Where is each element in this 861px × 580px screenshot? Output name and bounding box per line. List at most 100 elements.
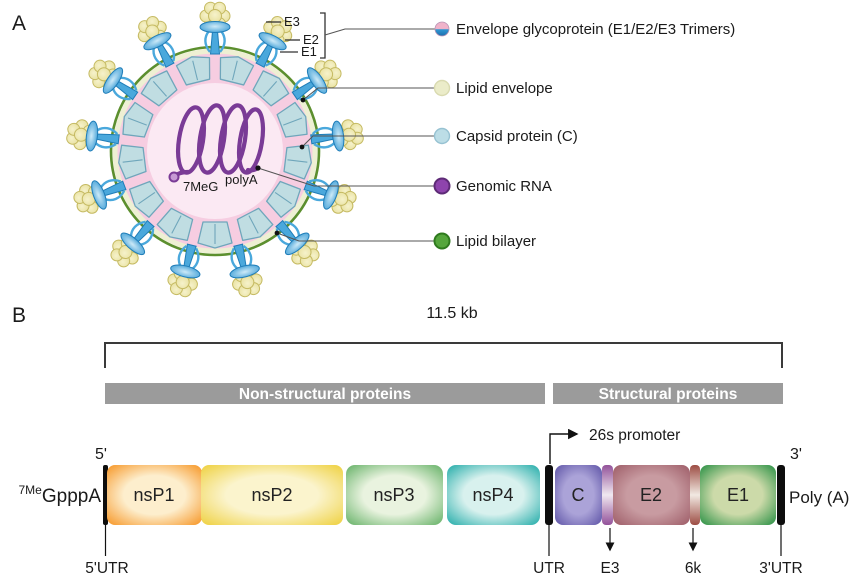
legend-lipid-bilayer-label: Lipid bilayer <box>456 233 536 250</box>
glycoprotein-spike <box>275 219 320 268</box>
gene-box-nsp2 <box>201 465 343 525</box>
genomic-rna-coil <box>175 103 266 177</box>
capsid-block <box>175 56 211 86</box>
glycoprotein-spike <box>303 178 357 214</box>
gene-box-nsp4 <box>447 465 540 525</box>
lipid-bilayer-icon <box>433 232 451 250</box>
glycoprotein-spike <box>88 59 139 101</box>
nsp1-label: nsP1 <box>133 485 174 505</box>
gene-box-e1 <box>700 465 776 525</box>
glycoprotein-spike <box>291 59 342 101</box>
e2-callout-label: E2 <box>303 32 319 47</box>
gene-box-c <box>555 465 602 525</box>
polya-label: Poly (A) <box>789 488 849 507</box>
capsid-block <box>219 56 255 86</box>
spike-callouts <box>266 12 326 59</box>
trimer-bracket <box>320 12 326 59</box>
three-prime-label: 3' <box>790 446 802 463</box>
capsid-block <box>156 207 194 242</box>
promoter-arrow <box>549 428 579 464</box>
glycoprotein-spike <box>229 243 263 298</box>
legend-envelope-glycoprotein-label: Envelope glycoprotein (E1/E2/E3 Trimers) <box>456 21 735 38</box>
legend-leader-lines <box>257 28 435 242</box>
cap-superscript: 7Me <box>19 483 43 497</box>
glycoprotein-spike <box>137 15 176 68</box>
gene-band-6k <box>690 465 700 525</box>
capsid-block <box>140 70 178 107</box>
bottom-ticks <box>104 525 782 556</box>
e2-label: E2 <box>640 485 662 505</box>
nonstructural-bar-label: Non-structural proteins <box>239 386 411 403</box>
label-6k: 6k <box>685 560 702 577</box>
capsid-block <box>128 180 165 218</box>
glycoprotein-spike <box>110 219 155 268</box>
legend: Envelope glycoprotein (E1/E2/E3 Trimers)… <box>433 21 735 250</box>
glycoprotein-spike <box>73 178 127 214</box>
capsid-ring <box>118 56 312 249</box>
gene-band-e3 <box>602 465 613 525</box>
genomic-rna-icon <box>433 177 451 195</box>
capsid-block <box>122 101 154 138</box>
gene-labels: nsP1 nsP2 nsP3 nsP4 C E2 E1 <box>133 485 749 505</box>
rna-polya-label: polyA <box>225 172 258 187</box>
genome-start-bar <box>103 465 108 525</box>
bottom-labels: 5'UTR UTR E3 6k 3'UTR <box>85 560 802 577</box>
structural-bar-label: Structural proteins <box>599 386 738 403</box>
glycoprotein-spike <box>254 15 293 68</box>
leader-lipid-bilayer <box>276 232 434 242</box>
cap-main-text: GpppA <box>42 486 101 507</box>
capsid-protein-icon <box>433 127 451 145</box>
capsid-block <box>197 221 233 249</box>
label-utr: UTR <box>533 560 565 577</box>
gene-box-nsp1 <box>107 465 202 525</box>
five-prime-label: 5' <box>95 446 107 463</box>
panel-b-label: B <box>12 304 26 327</box>
legend-capsid-protein-label: Capsid protein (C) <box>456 128 578 145</box>
capsid-block <box>252 70 290 107</box>
envelope-glycoprotein-icon <box>434 21 450 37</box>
nonstructural-bar <box>105 383 545 404</box>
capsid-block <box>236 207 274 242</box>
leader-genomic-rna <box>257 167 434 187</box>
rna-cap-5prime <box>168 171 180 183</box>
structural-bar <box>553 383 783 404</box>
nsp2-label: nsP2 <box>251 485 292 505</box>
genome-end-bar <box>777 465 785 525</box>
e1-label: E1 <box>727 485 749 505</box>
lipid-envelope-icon <box>433 79 451 97</box>
capsid-block <box>276 101 308 138</box>
legend-lipid-envelope-label: Lipid envelope <box>456 80 553 97</box>
leader-lipid-envelope <box>302 87 434 101</box>
leader-dots <box>255 97 306 236</box>
leader-capsid <box>301 135 434 148</box>
glycoprotein-spike <box>167 243 201 298</box>
glycoprotein-spike <box>199 1 231 55</box>
cap-structure-label: 7MeGpppA <box>19 483 102 507</box>
genome-size-label: 11.5 kb <box>426 305 477 322</box>
label-e3: E3 <box>601 560 620 577</box>
glycoprotein-spikes <box>66 1 364 298</box>
gene-box-nsp3 <box>346 465 443 525</box>
gene-box-e2 <box>613 465 690 525</box>
genome-span-bracket <box>104 342 783 368</box>
e3-callout-label: E3 <box>284 14 300 29</box>
legend-genomic-rna-label: Genomic RNA <box>456 178 552 195</box>
nsp3-label: nsP3 <box>373 485 414 505</box>
leader-envelope-glycoprotein <box>324 28 435 36</box>
c-label: C <box>572 485 585 505</box>
junction-utr-bar <box>545 465 553 525</box>
glycoprotein-spike <box>66 119 120 152</box>
genome-map <box>103 465 785 525</box>
panel-a-label: A <box>12 12 26 35</box>
rna-cap-label: 7MeG <box>183 179 218 194</box>
label-3utr: 3'UTR <box>759 560 802 577</box>
nsp4-label: nsP4 <box>472 485 513 505</box>
capsid-block <box>118 144 147 180</box>
e1-callout-label: E1 <box>301 44 317 59</box>
promoter-label: 26s promoter <box>589 427 680 444</box>
virion-core <box>147 83 283 219</box>
label-5utr: 5'UTR <box>85 560 128 577</box>
capsid-block <box>283 144 312 180</box>
